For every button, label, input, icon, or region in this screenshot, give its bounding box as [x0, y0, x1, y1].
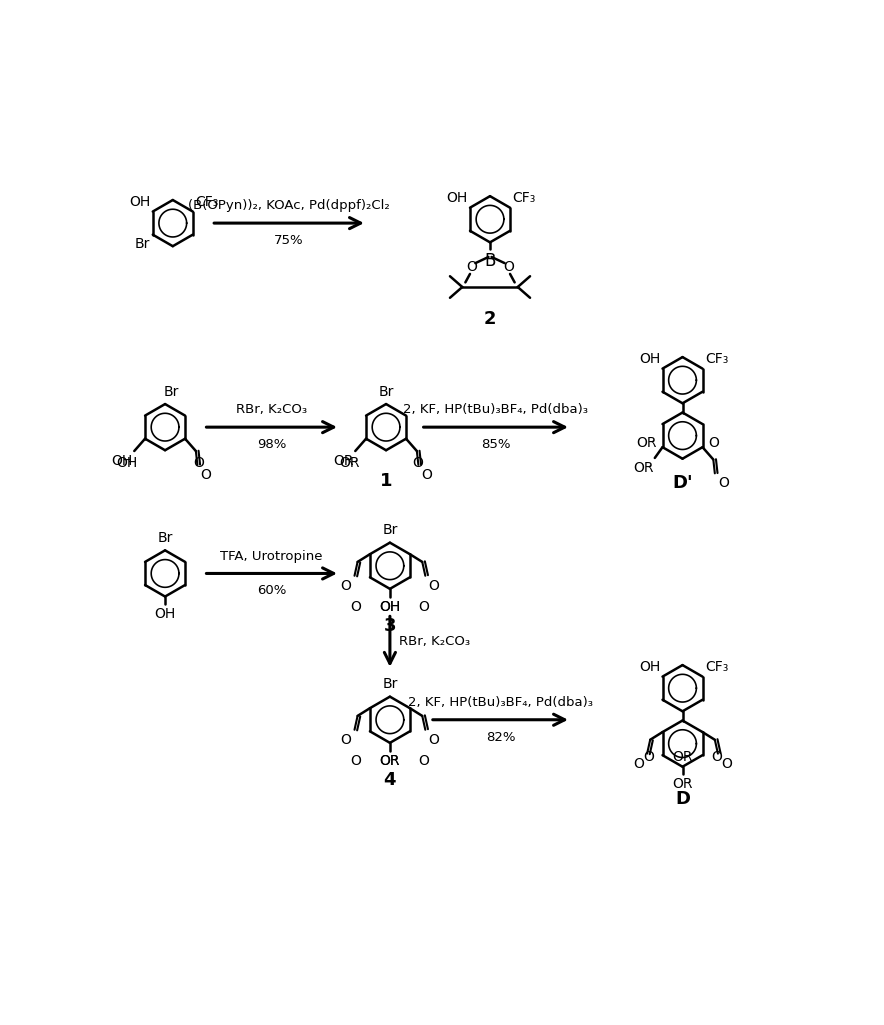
Text: O: O	[466, 260, 477, 274]
Text: OH: OH	[379, 601, 400, 614]
Text: 2, KF, HP(tBu)₃BF₄, Pd(dba)₃: 2, KF, HP(tBu)₃BF₄, Pd(dba)₃	[403, 404, 588, 416]
Text: 85%: 85%	[481, 438, 511, 451]
Text: D: D	[675, 790, 690, 808]
Text: B: B	[484, 251, 496, 270]
Text: O: O	[429, 579, 439, 592]
Text: O: O	[711, 750, 722, 765]
Text: CF₃: CF₃	[705, 659, 728, 673]
Text: O: O	[193, 455, 203, 469]
Text: CF₃: CF₃	[705, 352, 728, 366]
Text: O: O	[721, 756, 732, 771]
Text: CF₃: CF₃	[513, 192, 536, 205]
Text: O: O	[418, 601, 430, 614]
Text: OH: OH	[111, 454, 133, 468]
Text: OR: OR	[333, 454, 354, 468]
Text: O: O	[633, 756, 644, 771]
Text: OH: OH	[446, 192, 468, 205]
Text: RBr, K₂CO₃: RBr, K₂CO₃	[400, 636, 470, 648]
Text: TFA, Urotropine: TFA, Urotropine	[220, 549, 323, 563]
Text: 1: 1	[380, 473, 392, 490]
Text: O: O	[429, 733, 439, 747]
Text: 75%: 75%	[274, 234, 304, 247]
Text: D': D'	[672, 475, 693, 492]
Text: Br: Br	[157, 531, 172, 545]
Text: OH: OH	[129, 195, 150, 209]
Text: OH: OH	[116, 455, 137, 469]
Text: O: O	[644, 750, 654, 765]
Text: O: O	[351, 601, 362, 614]
Text: O: O	[340, 733, 352, 747]
Text: O: O	[718, 477, 728, 490]
Text: OR: OR	[636, 437, 656, 450]
Text: Br: Br	[382, 523, 398, 537]
Text: O: O	[422, 468, 432, 482]
Text: OH: OH	[155, 608, 176, 621]
Text: OR: OR	[379, 754, 400, 769]
Text: Br: Br	[378, 384, 393, 399]
Text: 2, KF, HP(tBu)₃BF₄, Pd(dba)₃: 2, KF, HP(tBu)₃BF₄, Pd(dba)₃	[408, 696, 593, 709]
Text: O: O	[503, 260, 514, 274]
Text: Br: Br	[164, 384, 179, 399]
Text: RBr, K₂CO₃: RBr, K₂CO₃	[236, 404, 308, 416]
Text: 3: 3	[384, 617, 396, 634]
Text: OR: OR	[672, 778, 693, 791]
Text: OH: OH	[639, 352, 660, 366]
Text: 2: 2	[484, 311, 496, 328]
Text: O: O	[709, 437, 720, 450]
Text: O: O	[201, 468, 211, 482]
Text: Br: Br	[135, 237, 150, 251]
Text: 98%: 98%	[257, 438, 286, 451]
Text: (B(OPyn))₂, KOAc, Pd(dppf)₂Cl₂: (B(OPyn))₂, KOAc, Pd(dppf)₂Cl₂	[188, 199, 390, 212]
Text: O: O	[351, 754, 362, 769]
Text: OR: OR	[379, 753, 400, 768]
Text: O: O	[340, 579, 352, 592]
Text: OR: OR	[672, 750, 693, 765]
Text: 82%: 82%	[485, 731, 515, 743]
Text: 60%: 60%	[257, 584, 286, 598]
Text: OR: OR	[339, 455, 360, 469]
Text: OR: OR	[633, 461, 653, 475]
Text: CF₃: CF₃	[195, 195, 218, 209]
Text: 4: 4	[384, 771, 396, 789]
Text: O: O	[418, 754, 430, 769]
Text: OH: OH	[379, 600, 400, 614]
Text: OH: OH	[639, 659, 660, 673]
Text: O: O	[412, 455, 423, 469]
Text: Br: Br	[382, 678, 398, 691]
